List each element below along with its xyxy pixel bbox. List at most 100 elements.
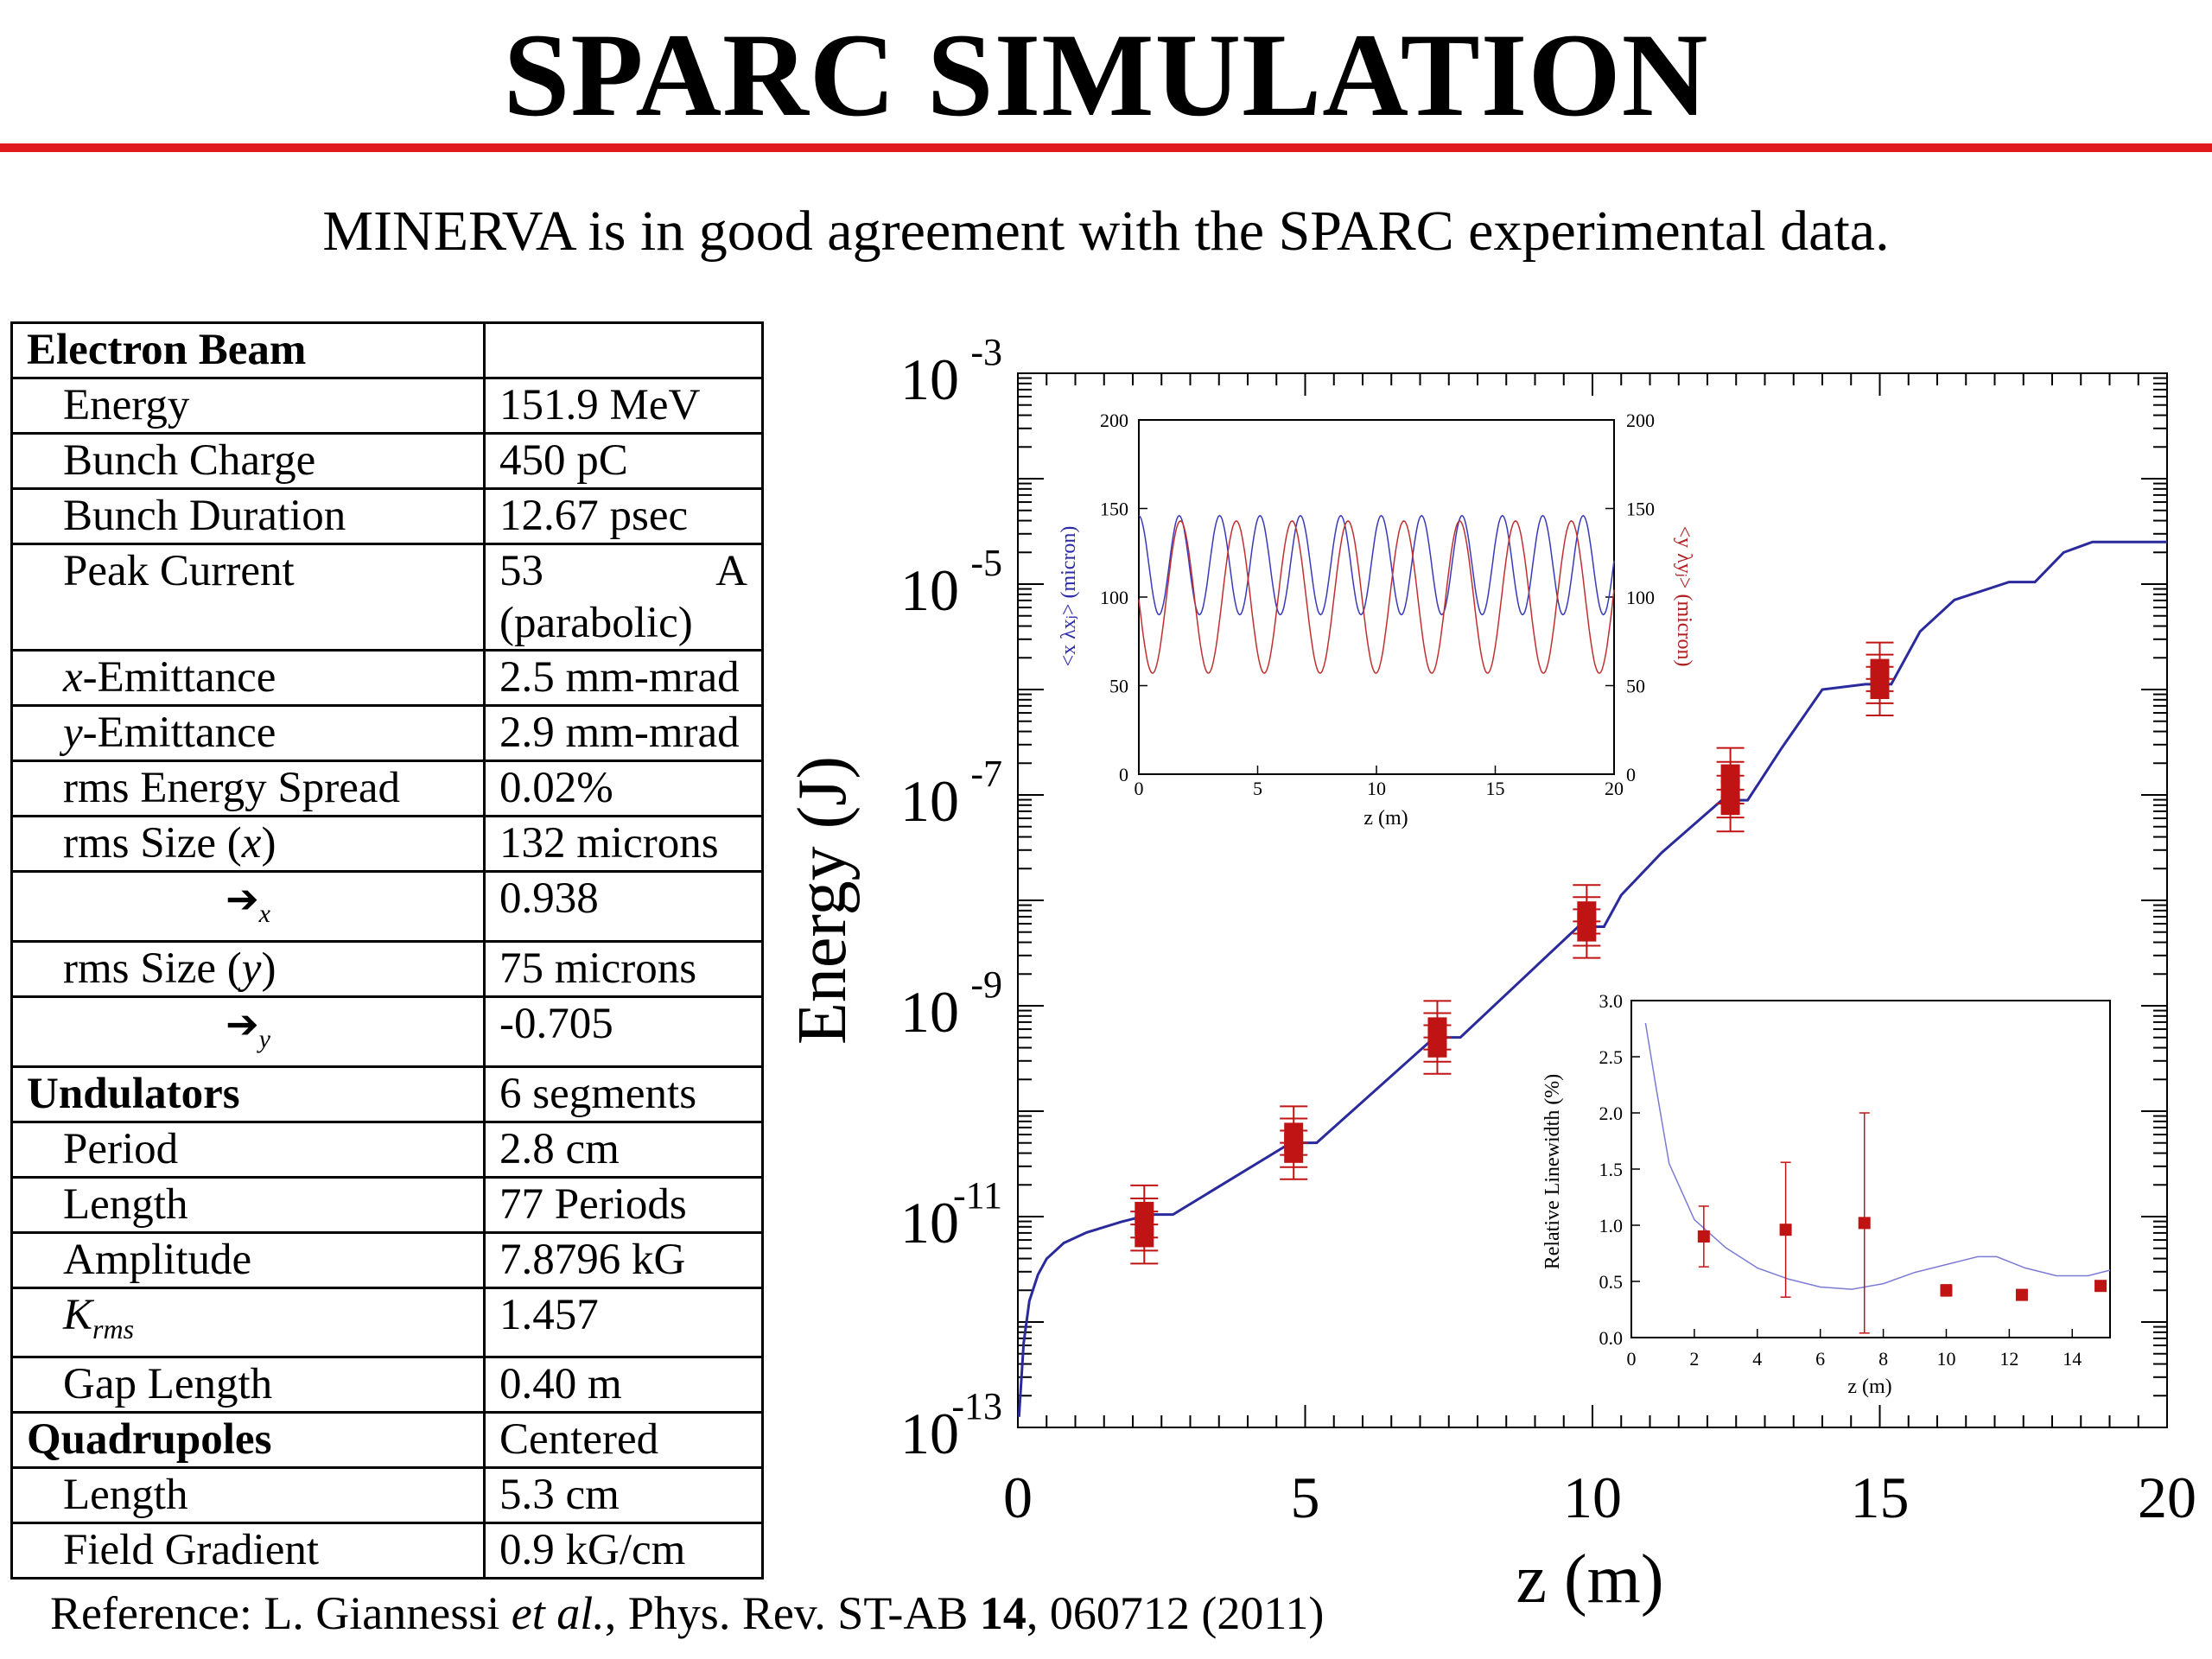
param-value-cell: 151.9 MeV [483, 377, 764, 435]
param-value-cell: 450 pC [483, 432, 764, 490]
inset-bottom-x-tick-label: 2 [1689, 1348, 1699, 1370]
table-row: Field Gradient 0.9 kG/cm [10, 1521, 764, 1580]
y-axis-label: Energy (J) [785, 756, 861, 1045]
table-row: Period 2.8 cm [10, 1121, 764, 1179]
table-row: x-Emittance 2.5 mm-mrad [10, 649, 764, 707]
param-subscript: rms [92, 1313, 135, 1345]
page-subtitle: MINERVA is in good agreement with the SP… [322, 200, 1890, 263]
inset-top-y-tick-label-right: 0 [1626, 764, 1636, 785]
inset-top-y-axis-label-left: <x λxⱼ> (micron) [1058, 526, 1080, 667]
inset-bottom-y-tick-label: 1.0 [1599, 1215, 1624, 1236]
x-tick-label: 5 [1291, 1465, 1320, 1530]
param-label-cell: Length [10, 1465, 486, 1524]
param-label-cell: Bunch Charge [10, 432, 486, 490]
table-row: y-Emittance 2.9 mm-mrad [10, 704, 764, 762]
peak-value-line: 53 A [499, 545, 747, 597]
linewidth-data-point [1779, 1161, 1792, 1298]
table-row: Peak Current 53 A (parabolic) [10, 543, 764, 652]
param-value: 2.5 mm-mrad [499, 653, 740, 702]
inset-bottom-y-tick-label: 1.5 [1599, 1159, 1624, 1180]
param-value-cell: 5.3 cm [483, 1465, 764, 1524]
param-value-cell: 75 microns [483, 940, 764, 999]
linewidth-data-point [1697, 1205, 1710, 1268]
data-point-marker [1779, 1224, 1792, 1236]
param-value: 5.3 cm [499, 1470, 620, 1519]
y-tick-label-exponent: -9 [970, 963, 1002, 1006]
reference-rest: , 060712 (2011) [1026, 1587, 1325, 1639]
param-value-cell: -0.705 [483, 995, 764, 1069]
param-value: -0.705 [499, 1000, 613, 1049]
inset-bottom-y-tick-label: 2.0 [1599, 1103, 1624, 1124]
param-label-cell: Quadrupoles [10, 1410, 486, 1469]
param-label-cell: Amplitude [10, 1231, 486, 1290]
param-value-cell: 6 segments [483, 1065, 764, 1124]
inset-bottom-x-tick-label: 0 [1627, 1348, 1637, 1370]
y-tick-label-exponent: -7 [970, 753, 1002, 795]
main-plot-frame [1017, 372, 2168, 1428]
reference-journal: , Phys. Rev. ST-AB [604, 1587, 980, 1639]
param-value-cell: 77 Periods [483, 1176, 764, 1235]
param-label-cell: ➔y [10, 995, 486, 1069]
param-value-cell [483, 321, 764, 379]
data-point-marker [1135, 1201, 1154, 1221]
param-label: Amplitude [63, 1236, 252, 1285]
param-label-cell: Peak Current [10, 543, 486, 652]
param-value: 151.9 MeV [499, 381, 701, 429]
inset-top-y-tick-label-left: 200 [1100, 410, 1128, 431]
param-label-cell: Field Gradient [10, 1521, 486, 1580]
y-tick-label-base: 10 [900, 346, 959, 412]
y-tick-label-exponent: -3 [970, 331, 1002, 373]
y-tick-label-exponent: -11 [953, 1174, 1002, 1217]
table-row: rms Size (y) 75 microns [10, 940, 764, 999]
simulation-series-line [1017, 540, 2167, 1417]
x-axis-label: z (m) [1516, 1541, 1663, 1618]
linewidth-simulation-line [1644, 1022, 2111, 1290]
inset-top-x-tick-label: 10 [1367, 778, 1386, 799]
inset-bottom-x-tick-label: 8 [1878, 1348, 1888, 1370]
data-point-marker [1697, 1230, 1710, 1243]
inset-bottom-x-tick-label: 12 [1999, 1348, 2018, 1370]
table-row: Undulators 6 segments [10, 1065, 764, 1124]
param-label: Peak Current [63, 547, 295, 595]
linewidth-data-point [1858, 1112, 1871, 1334]
param-value: 0.9 kG/cm [499, 1525, 686, 1574]
inset-bottom-x-axis-label: z (m) [1847, 1376, 1891, 1398]
param-value: 2.8 cm [499, 1125, 620, 1174]
reference-volume: 14 [979, 1587, 1027, 1639]
param-label-end: ) [261, 944, 276, 994]
param-label-cell: x-Emittance [10, 649, 486, 707]
measurement-cluster [1866, 641, 1894, 716]
data-point-marker [1858, 1217, 1871, 1230]
inset-bottom-x-tick-label: 6 [1815, 1348, 1825, 1370]
y-tick-label-base: 10 [900, 1190, 959, 1255]
arrow-symbol-icon: ➔ [226, 877, 259, 921]
data-point-marker [1720, 764, 1740, 784]
param-label: rms Size ( [63, 944, 242, 994]
param-label-italic: y [63, 709, 83, 757]
table-row: Amplitude 7.8796 kG [10, 1231, 764, 1290]
inset-top-x-tick-label: 20 [1605, 778, 1624, 799]
param-subscript: y [258, 1025, 270, 1054]
table-row: Length 5.3 cm [10, 1465, 764, 1524]
param-label-cell: y-Emittance [10, 704, 486, 762]
param-value-cell: 2.9 mm-mrad [483, 704, 764, 762]
parameters-table: Electron Beam Energy 151.9 MeV Bunch Charge… [10, 321, 764, 1580]
table-row: Bunch Duration 12.67 psec [10, 487, 764, 545]
param-label: Electron Beam [27, 326, 307, 374]
data-point-marker [1720, 779, 1740, 799]
measurement-cluster [1423, 1000, 1452, 1075]
param-value-cell: Centered [483, 1410, 764, 1469]
param-value: 0.938 [499, 874, 599, 923]
table-row: rms Size (x) 132 microns [10, 815, 764, 873]
param-label: Length [63, 1180, 188, 1230]
param-label: -Emittance [82, 653, 276, 702]
param-label-cell: Length [10, 1176, 486, 1235]
y-tick-label-exponent: -5 [970, 542, 1002, 584]
inset-top-y-tick-label-right: 50 [1626, 676, 1645, 697]
measurement-cluster [1573, 884, 1601, 959]
param-subscript: x [258, 899, 270, 929]
param-label-end: ) [261, 819, 276, 868]
y-tick-label-base: 10 [900, 557, 959, 623]
param-value-cell: 0.40 m [483, 1355, 764, 1414]
param-value: 53 [499, 547, 543, 595]
